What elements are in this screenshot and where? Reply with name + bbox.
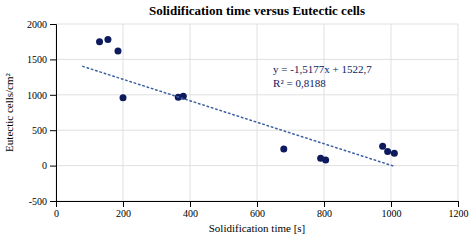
x-axis-line: [57, 202, 459, 208]
y-tick: 500: [32, 125, 56, 136]
y-tick-label: 1500: [27, 54, 47, 65]
x-grid-line: [391, 24, 392, 201]
scatter-point: [104, 36, 111, 43]
y-tick: 1000: [27, 90, 56, 101]
y-axis: -500 0 500 1000 1500 2000: [27, 19, 57, 207]
scatter-point: [96, 38, 103, 45]
trend-line: [83, 66, 393, 165]
y-tick-mark: [50, 95, 56, 96]
y-grid-line: [56, 130, 458, 131]
x-grid-line: [257, 24, 258, 201]
y-tick: 0: [42, 160, 56, 171]
y-grid-line: [56, 59, 458, 60]
x-tick-mark: [458, 201, 459, 207]
x-tick-mark: [257, 201, 258, 207]
x-tick-label: 600: [250, 208, 265, 219]
x-axis-title: Solidification time [s]: [209, 222, 306, 234]
annotation: y = -1,5177x + 1522,7 R² = 0,8188: [273, 63, 372, 89]
x-tick-label: 200: [116, 208, 131, 219]
chart: 0 200 400 600 800 1000 1200 -500 0 500 1000 1500 200…: [0, 0, 474, 237]
y-grid-line: [56, 24, 458, 25]
annotation-line: R² = 0,8188: [273, 77, 326, 89]
x-grid-line: [123, 24, 124, 201]
y-tick-mark: [50, 166, 56, 167]
x-tick-label: 400: [183, 208, 198, 219]
y-grid-line: [56, 165, 458, 166]
y-tick-label: -500: [29, 196, 47, 207]
x-tick-label: 0: [54, 208, 59, 219]
y-tick: 2000: [27, 19, 56, 30]
y-tick-mark: [50, 59, 56, 60]
x-tick: 1200: [449, 201, 469, 219]
y-grid-line: [56, 94, 458, 95]
y-axis-line: [50, 25, 57, 202]
x-tick: 0: [54, 201, 59, 219]
x-tick-mark: [123, 201, 124, 207]
x-tick-label: 1200: [449, 208, 469, 219]
grid: [56, 24, 458, 201]
scatter-point: [322, 156, 329, 163]
scatter-point: [114, 47, 121, 54]
y-tick-mark: [50, 24, 56, 25]
x-tick: 1000: [382, 201, 402, 219]
y-tick: -500: [29, 196, 56, 207]
x-tick-label: 800: [317, 208, 332, 219]
y-tick-mark: [50, 201, 56, 202]
x-tick-mark: [391, 201, 392, 207]
y-tick-mark: [50, 130, 56, 131]
x-tick: 800: [317, 201, 332, 219]
x-axis: 0 200 400 600 800 1000 1200: [54, 201, 469, 219]
y-tick-label: 500: [32, 125, 47, 136]
x-grid-line: [324, 24, 325, 201]
scatter-point: [280, 145, 287, 152]
x-tick: 200: [116, 201, 131, 219]
x-tick-mark: [190, 201, 191, 207]
x-tick-label: 1000: [382, 208, 402, 219]
scatter-point: [384, 148, 391, 155]
x-tick-mark: [324, 201, 325, 207]
y-tick-label: 1000: [27, 90, 47, 101]
x-tick: 600: [250, 201, 265, 219]
x-grid-line: [190, 24, 191, 201]
plot-area: [83, 36, 398, 166]
y-tick: 1500: [27, 54, 56, 65]
y-tick-label: 2000: [27, 19, 47, 30]
x-tick: 400: [183, 201, 198, 219]
scatter-point: [391, 150, 398, 157]
y-tick-label: 0: [42, 160, 47, 171]
scatter-point: [120, 94, 127, 101]
scatter-point: [379, 143, 386, 150]
title: Solidification time versus Eutectic cell…: [149, 3, 365, 18]
x-grid-line: [458, 24, 459, 201]
y-axis-title: Eutectic cells/cm²: [3, 72, 15, 151]
annotation-line: y = -1,5177x + 1522,7: [273, 63, 372, 75]
